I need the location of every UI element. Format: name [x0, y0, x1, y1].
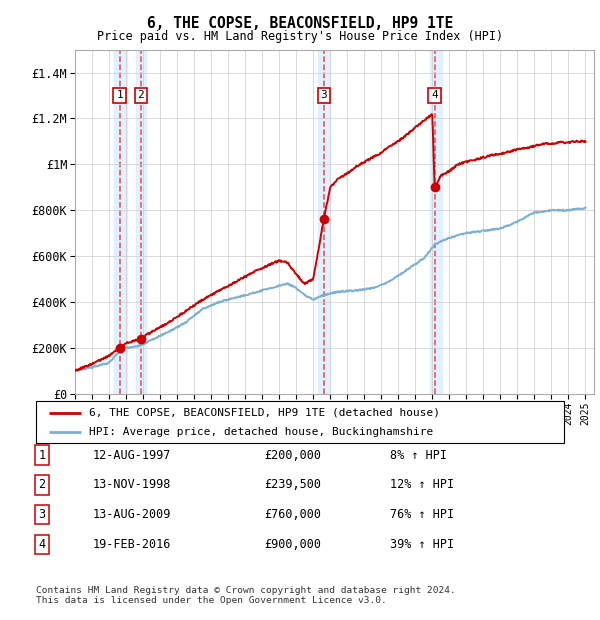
- Text: 3: 3: [38, 508, 46, 521]
- Text: 6, THE COPSE, BEACONSFIELD, HP9 1TE (detached house): 6, THE COPSE, BEACONSFIELD, HP9 1TE (det…: [89, 407, 440, 417]
- Text: £239,500: £239,500: [264, 479, 321, 491]
- Text: 8% ↑ HPI: 8% ↑ HPI: [390, 449, 447, 461]
- Bar: [430, 50, 442, 394]
- Text: Price paid vs. HM Land Registry's House Price Index (HPI): Price paid vs. HM Land Registry's House …: [97, 30, 503, 43]
- Text: £200,000: £200,000: [264, 449, 321, 461]
- Text: 12-AUG-1997: 12-AUG-1997: [93, 449, 172, 461]
- Text: 13-AUG-2009: 13-AUG-2009: [93, 508, 172, 521]
- Text: 1: 1: [38, 449, 46, 461]
- Text: £900,000: £900,000: [264, 538, 321, 551]
- Text: £760,000: £760,000: [264, 508, 321, 521]
- Text: 2: 2: [38, 479, 46, 491]
- Text: 12% ↑ HPI: 12% ↑ HPI: [390, 479, 454, 491]
- Text: 76% ↑ HPI: 76% ↑ HPI: [390, 508, 454, 521]
- Text: HPI: Average price, detached house, Buckinghamshire: HPI: Average price, detached house, Buck…: [89, 427, 433, 437]
- Text: 2: 2: [137, 91, 144, 100]
- Text: 13-NOV-1998: 13-NOV-1998: [93, 479, 172, 491]
- Text: 4: 4: [431, 91, 438, 100]
- Text: 6, THE COPSE, BEACONSFIELD, HP9 1TE: 6, THE COPSE, BEACONSFIELD, HP9 1TE: [147, 16, 453, 31]
- Text: 39% ↑ HPI: 39% ↑ HPI: [390, 538, 454, 551]
- Text: 19-FEB-2016: 19-FEB-2016: [93, 538, 172, 551]
- Bar: [319, 50, 330, 394]
- Text: 4: 4: [38, 538, 46, 551]
- Text: 1: 1: [116, 91, 123, 100]
- FancyBboxPatch shape: [36, 401, 564, 443]
- Bar: [136, 50, 146, 394]
- Text: Contains HM Land Registry data © Crown copyright and database right 2024.
This d: Contains HM Land Registry data © Crown c…: [36, 586, 456, 605]
- Text: 3: 3: [320, 91, 327, 100]
- Bar: [114, 50, 127, 394]
